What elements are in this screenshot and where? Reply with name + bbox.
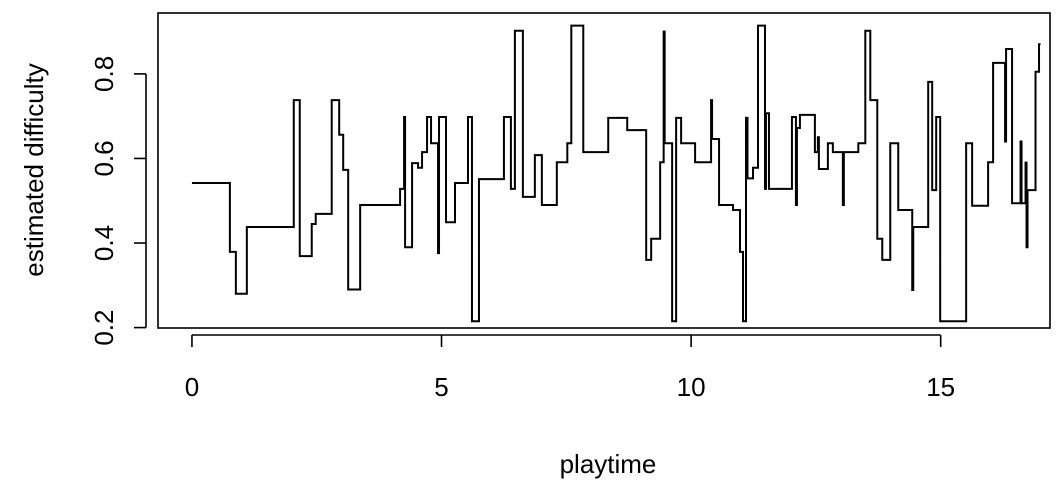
y-tick-label: 0.8 (89, 56, 119, 92)
x-tick-label: 10 (677, 372, 706, 402)
y-tick-label: 0.6 (89, 140, 119, 176)
x-tick-label: 15 (926, 372, 955, 402)
y-axis-label: estimated difficulty (19, 63, 49, 276)
y-tick-label: 0.4 (89, 225, 119, 261)
y-tick-label: 0.2 (89, 309, 119, 345)
x-axis-label: playtime (560, 449, 657, 479)
data-line (191, 24, 1041, 323)
x-tick-label: 0 (185, 372, 199, 402)
x-tick-label: 5 (434, 372, 448, 402)
plot-box (157, 12, 1051, 329)
